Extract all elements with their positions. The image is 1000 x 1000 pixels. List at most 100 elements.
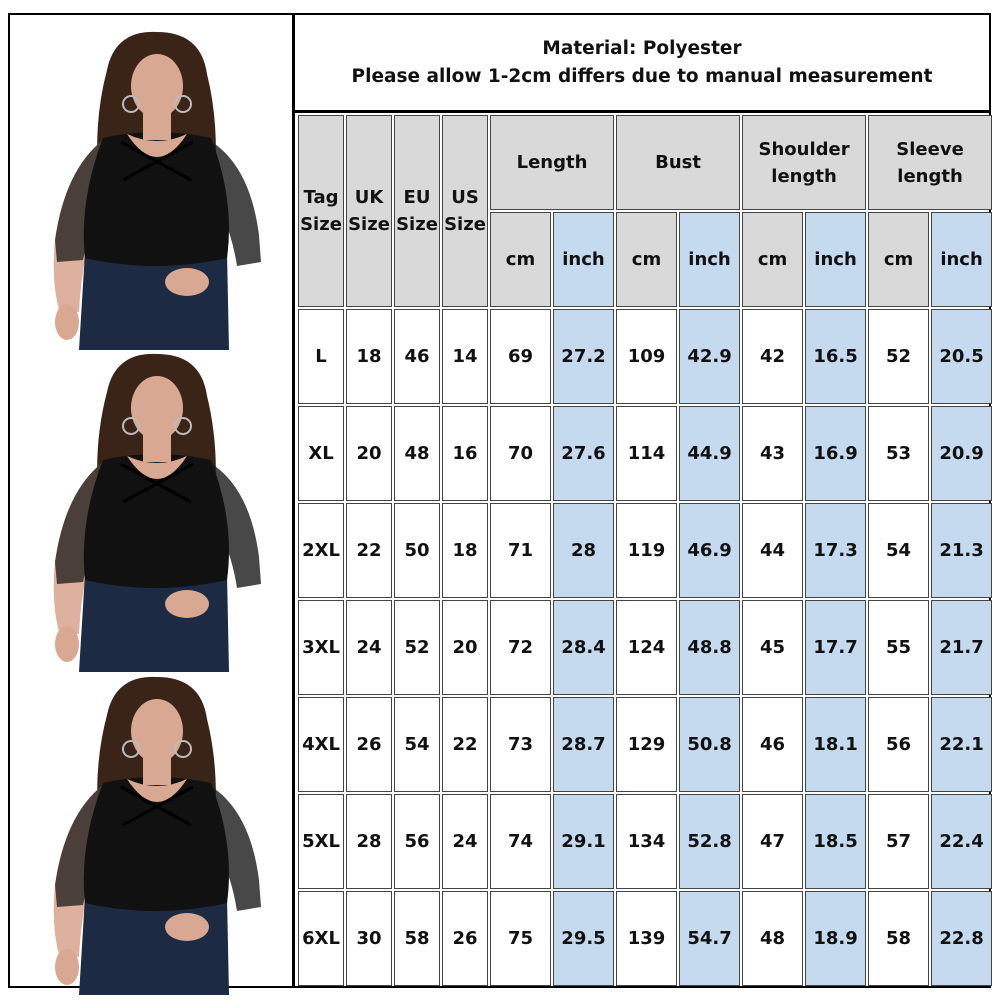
cell-uk-size: 18 — [346, 309, 392, 404]
cell-sleeve-cm: 53 — [868, 406, 930, 501]
hand-shape — [165, 268, 209, 296]
cell-eu-size: 58 — [394, 891, 440, 986]
cell-eu-size: 54 — [394, 697, 440, 792]
cell-length-cm: 72 — [490, 600, 551, 695]
cell-shoulder-inch: 16.5 — [805, 309, 867, 404]
cell-bust-inch: 46.9 — [679, 503, 741, 598]
cell-us-size: 14 — [442, 309, 488, 404]
cell-length-inch: 28 — [552, 503, 615, 598]
size-chart-frame — [8, 13, 991, 988]
cell-sleeve-inch: 21.3 — [931, 503, 993, 598]
cell-shoulder-inch: 16.9 — [805, 406, 867, 501]
cell-sleeve-cm: 54 — [868, 503, 930, 598]
unit-inch: inch — [805, 212, 867, 307]
bodysuit-shape — [83, 132, 229, 266]
cross-strap-shape — [120, 140, 194, 182]
table-row: 6XL 30 58 26 75 29.5 139 54.7 48 18.9 58 22.8 — [298, 891, 993, 986]
header-line: length — [771, 165, 837, 187]
earring-shape — [122, 95, 140, 113]
earring-shape — [174, 95, 192, 113]
cell-shoulder-cm: 48 — [742, 891, 804, 986]
cell-eu-size: 50 — [394, 503, 440, 598]
face-shape — [131, 699, 183, 763]
bodysuit-shape — [83, 454, 229, 588]
unit-inch: inch — [552, 212, 615, 307]
header-divider — [295, 110, 989, 113]
cell-bust-cm: 134 — [616, 794, 678, 889]
cell-us-size: 18 — [442, 503, 488, 598]
cell-sleeve-cm: 57 — [868, 794, 930, 889]
cell-length-cm: 74 — [490, 794, 551, 889]
cell-tag-size: 5XL — [298, 794, 344, 889]
cell-us-size: 26 — [442, 891, 488, 986]
cell-sleeve-cm: 58 — [868, 891, 930, 986]
cell-shoulder-inch: 18.5 — [805, 794, 867, 889]
face-shape — [131, 376, 183, 440]
material-text: Material: Polyester — [542, 37, 742, 59]
cell-us-size: 16 — [442, 406, 488, 501]
hand-shape — [55, 626, 79, 662]
cell-tag-size: XL — [298, 406, 344, 501]
col-tag-size: Tag Size — [298, 115, 344, 307]
cell-bust-cm: 139 — [616, 891, 678, 986]
cell-length-cm: 69 — [490, 309, 551, 404]
cell-bust-cm: 119 — [616, 503, 678, 598]
cell-uk-size: 30 — [346, 891, 392, 986]
cell-bust-inch: 48.8 — [679, 600, 741, 695]
face-shape — [131, 54, 183, 118]
table-row: XL 20 48 16 70 27.6 114 44.9 43 16.9 53 20.9 — [298, 406, 993, 501]
model-photo — [53, 31, 261, 350]
header-line: Sleeve — [896, 138, 964, 160]
cell-tag-size: 3XL — [298, 600, 344, 695]
cell-bust-inch: 50.8 — [679, 697, 741, 792]
cell-length-inch: 27.6 — [552, 406, 615, 501]
model-photo — [53, 353, 261, 672]
cell-length-cm: 73 — [490, 697, 551, 792]
cell-eu-size: 56 — [394, 794, 440, 889]
header-line: US — [451, 187, 479, 208]
col-eu-size: EU Size — [394, 115, 440, 307]
cell-uk-size: 22 — [346, 503, 392, 598]
cell-tag-size: L — [298, 309, 344, 404]
unit-inch: inch — [931, 212, 993, 307]
cell-bust-inch: 42.9 — [679, 309, 741, 404]
cell-shoulder-inch: 18.1 — [805, 697, 867, 792]
measurement-note: Please allow 1-2cm differs due to manual… — [351, 65, 933, 87]
size-rows: L 18 46 14 69 27.2 109 42.9 42 16.5 52 20.5 XL 20 48 16… — [298, 309, 993, 986]
cell-bust-cm: 114 — [616, 406, 678, 501]
header-line: Size — [348, 214, 390, 235]
unit-inch: inch — [679, 212, 741, 307]
col-uk-size: UK Size — [346, 115, 392, 307]
cell-us-size: 24 — [442, 794, 488, 889]
cell-bust-inch: 54.7 — [679, 891, 741, 986]
col-shoulder-length: Shoulder length — [742, 115, 867, 210]
cell-sleeve-inch: 22.1 — [931, 697, 993, 792]
cell-length-inch: 28.7 — [552, 697, 615, 792]
cell-uk-size: 26 — [346, 697, 392, 792]
cell-eu-size: 48 — [394, 406, 440, 501]
cell-sleeve-cm: 52 — [868, 309, 930, 404]
header-line: EU — [403, 187, 431, 208]
size-chart: Material: Polyester Please allow 1-2cm d… — [295, 15, 993, 986]
neckline-shape — [127, 456, 187, 479]
column-divider — [292, 13, 295, 988]
cell-uk-size: 28 — [346, 794, 392, 889]
unit-cm: cm — [490, 212, 551, 307]
cell-sleeve-inch: 22.4 — [931, 794, 993, 889]
cell-shoulder-inch: 18.9 — [805, 891, 867, 986]
cell-length-inch: 27.2 — [552, 309, 615, 404]
cell-length-cm: 71 — [490, 503, 551, 598]
cell-length-cm: 75 — [490, 891, 551, 986]
model-photos-column — [10, 15, 292, 995]
cell-tag-size: 4XL — [298, 697, 344, 792]
cell-shoulder-cm: 47 — [742, 794, 804, 889]
cell-length-inch: 28.4 — [552, 600, 615, 695]
hand-shape — [165, 913, 209, 941]
cell-shoulder-cm: 42 — [742, 309, 804, 404]
chart-header: Material: Polyester Please allow 1-2cm d… — [295, 15, 989, 110]
header-line: Size — [300, 214, 342, 235]
header-line: Size — [444, 214, 486, 235]
col-sleeve-length: Sleeve length — [868, 115, 993, 210]
cell-bust-cm: 124 — [616, 600, 678, 695]
cell-sleeve-inch: 21.7 — [931, 600, 993, 695]
